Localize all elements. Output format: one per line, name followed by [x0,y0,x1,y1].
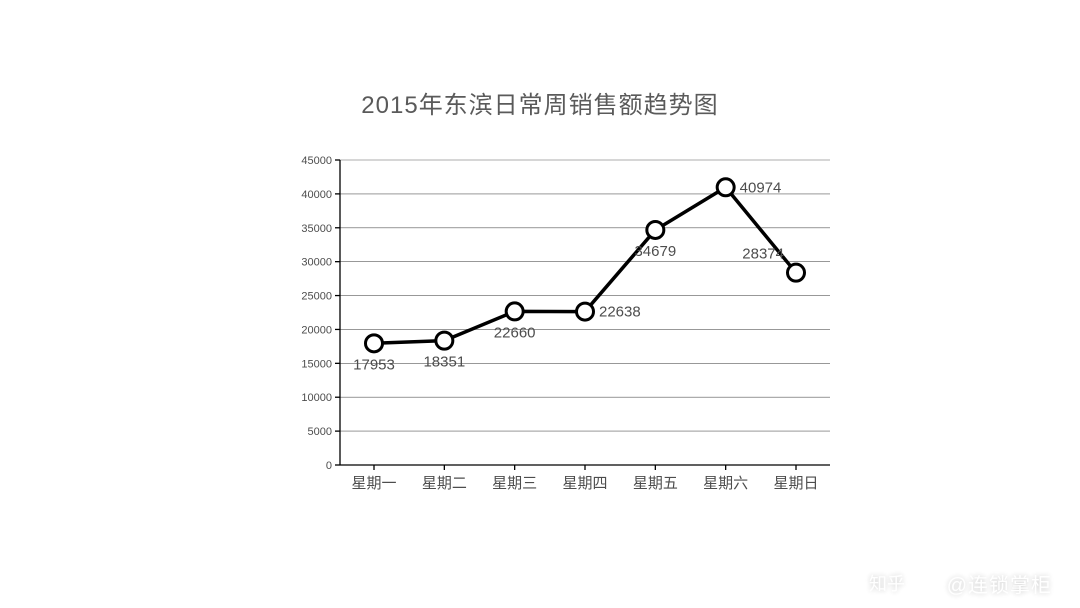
chart-canvas: 0 5000 10000 15000 20000 25000 30000 35000 40000… [290,155,850,525]
y-tick-label: 20000 [301,324,332,336]
y-tick-label: 5000 [308,426,332,438]
x-tick-label: 星期五 [633,475,678,492]
value-label: 18351 [423,354,465,371]
value-label: 28374 [742,246,784,263]
value-label: 22660 [494,324,536,341]
x-tick-label: 星期二 [422,475,467,492]
y-tick-label: 45000 [301,155,332,167]
y-tick-label: 25000 [301,291,332,303]
line-chart: 0 5000 10000 15000 20000 25000 30000 35000 40000… [290,155,850,530]
x-tick-label: 星期一 [351,475,396,492]
data-marker [717,179,734,196]
y-tick-label: 35000 [301,223,332,235]
x-tick-label: 星期三 [492,475,537,492]
y-tick-label: 15000 [301,358,332,370]
x-tick-label: 星期六 [703,475,748,492]
value-label: 34679 [634,243,676,260]
y-tick-label: 10000 [301,392,332,404]
y-tick-label: 30000 [301,257,332,269]
data-marker [436,332,453,349]
data-marker [647,221,664,238]
watermark-author: @连锁掌柜 [947,569,1052,598]
chart-title: 2015年东滨日常周销售额趋势图 [0,85,1080,120]
y-tick-label: 0 [326,460,332,472]
watermark-brand: 知乎 [869,570,905,596]
x-tick-label: 星期四 [562,475,607,492]
data-marker [577,303,594,320]
value-label: 17953 [353,356,395,373]
data-marker [506,303,523,320]
data-marker [366,335,383,352]
data-marker [788,264,805,281]
value-label: 40974 [740,179,782,196]
x-tick-label: 星期日 [773,475,818,492]
value-label: 22638 [599,304,641,321]
y-tick-label: 40000 [301,189,332,201]
